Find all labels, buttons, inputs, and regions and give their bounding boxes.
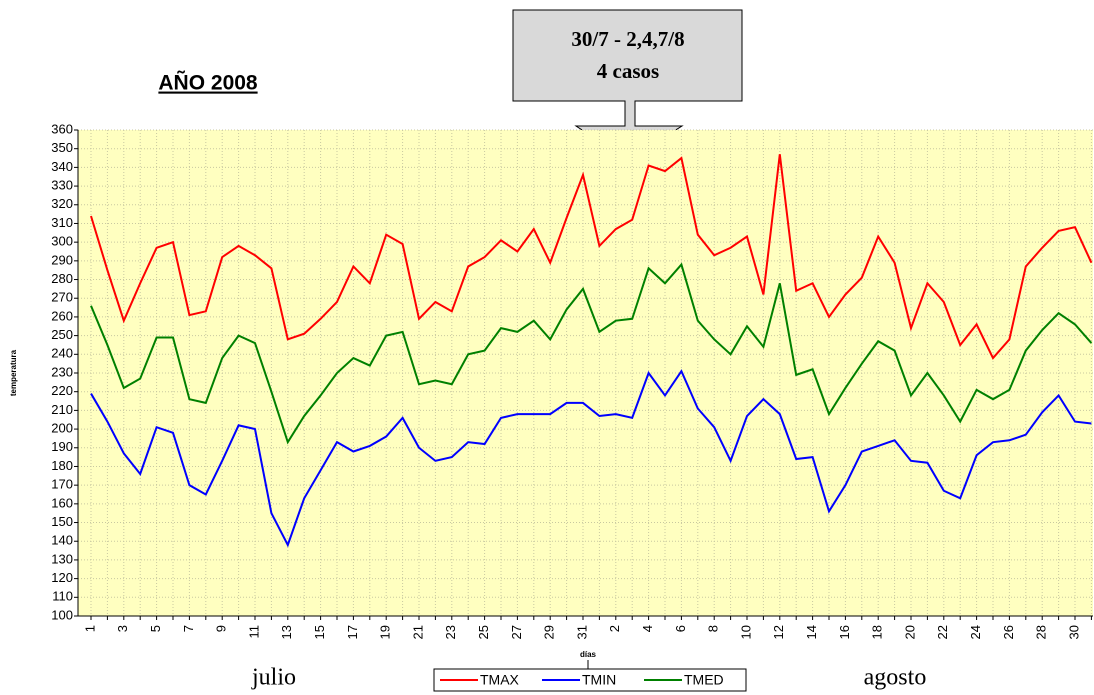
x-tick-label: 13	[279, 625, 294, 639]
x-tick-label: 5	[148, 625, 163, 632]
x-tick-label: 4	[640, 625, 655, 632]
x-tick-label: 6	[673, 625, 688, 632]
y-tick-label: 150	[51, 514, 73, 529]
x-tick-label: 17	[345, 625, 360, 639]
month-label: agosto	[864, 665, 927, 691]
y-tick-label: 300	[51, 234, 73, 249]
x-tick-label: 15	[312, 625, 327, 639]
x-tick-label: 7	[181, 625, 196, 632]
x-tick-label: 25	[476, 625, 491, 639]
legend-label: TMAX	[480, 672, 520, 688]
x-tick-label: 31	[574, 625, 589, 639]
x-tick-label: 10	[738, 625, 753, 639]
x-tick-label: 18	[870, 625, 885, 639]
y-tick-label: 220	[51, 383, 73, 398]
legend-label: TMED	[684, 672, 724, 688]
x-tick-label: 14	[804, 625, 819, 639]
x-tick-label: 26	[1001, 625, 1016, 639]
x-tick-label: 8	[706, 625, 721, 632]
x-tick-label: 30	[1066, 625, 1081, 639]
x-tick-label: 16	[837, 625, 852, 639]
y-tick-label: 200	[51, 421, 73, 436]
y-tick-label: 100	[51, 607, 73, 622]
line-series	[90, 262, 1093, 445]
y-tick-label: 110	[52, 589, 73, 604]
x-axis-label: días	[580, 650, 597, 659]
x-tick-label: 19	[378, 625, 393, 639]
x-tick-label: 29	[542, 625, 557, 639]
x-tick-label: 3	[115, 625, 130, 632]
x-tick-label: 20	[902, 625, 917, 639]
x-tick-label: 9	[214, 625, 229, 632]
y-tick-label: 130	[51, 551, 73, 566]
month-label: julio	[251, 665, 296, 691]
y-tick-label: 160	[51, 495, 73, 510]
x-tick-label: 12	[771, 625, 786, 639]
x-tick-label: 11	[246, 625, 261, 639]
y-tick-label: 280	[51, 271, 73, 286]
x-tick-label: 23	[443, 625, 458, 639]
x-tick-label: 27	[509, 625, 524, 639]
x-tick-label: 2	[607, 625, 622, 632]
y-tick-label: 290	[51, 252, 73, 267]
y-tick-label: 140	[51, 533, 73, 548]
y-tick-label: 350	[51, 140, 73, 155]
y-tick-label: 320	[51, 196, 73, 211]
y-tick-label: 180	[51, 458, 73, 473]
y-tick-label: 250	[51, 327, 73, 342]
annotation: 30/7 - 2,4,7/8	[571, 27, 684, 51]
x-tick-label: 22	[935, 625, 950, 639]
y-tick-label: 260	[51, 308, 73, 323]
line-series	[90, 369, 1092, 548]
x-tick-label: 1	[82, 625, 97, 632]
legend-label: TMIN	[582, 672, 616, 688]
annotation: 4 casos	[597, 59, 659, 83]
y-tick-label: 170	[51, 477, 73, 492]
y-tick-label: 270	[51, 290, 73, 305]
y-tick-label: 190	[51, 439, 73, 454]
x-tick-label: 28	[1034, 625, 1049, 639]
x-tick-label: 21	[410, 625, 425, 639]
y-tick-label: 360	[51, 121, 73, 136]
y-tick-label: 340	[51, 159, 73, 174]
y-axis-label: temperatura	[9, 349, 18, 396]
y-tick-label: 330	[51, 178, 73, 193]
line-series	[90, 154, 1093, 360]
x-tick-label: 24	[968, 625, 983, 639]
y-tick-label: 210	[51, 402, 73, 417]
chart-title: AÑO 2008	[158, 72, 258, 95]
y-tick-label: 230	[51, 364, 73, 379]
y-tick-label: 240	[51, 346, 73, 361]
y-tick-label: 310	[51, 215, 73, 230]
y-tick-label: 120	[51, 570, 73, 585]
legend	[433, 668, 747, 692]
